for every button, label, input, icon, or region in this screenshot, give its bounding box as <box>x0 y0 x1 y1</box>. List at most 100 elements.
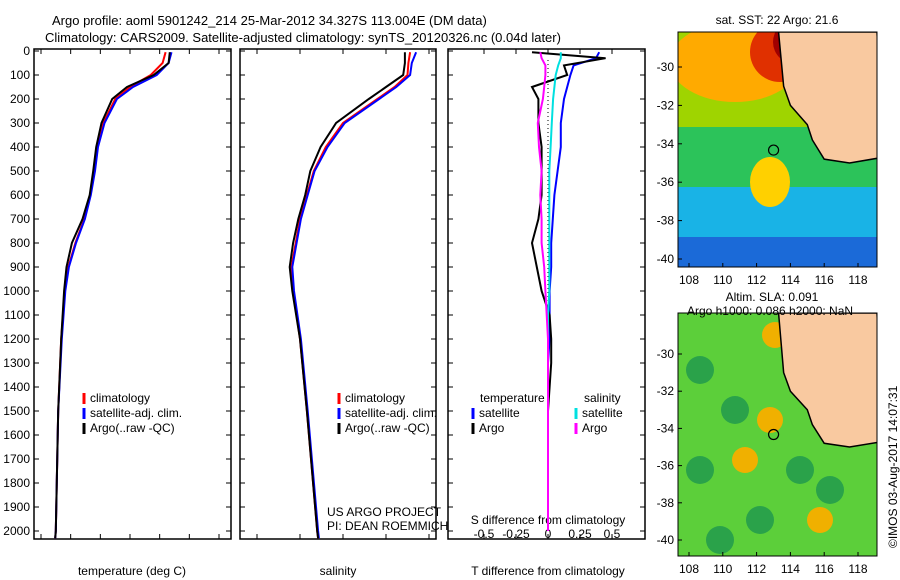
credit-text: ©IMOS 03-Aug-2017 14:07:31 <box>886 385 900 548</box>
x2-tick-label: 0.5 <box>604 527 621 541</box>
y-tick-label: 700 <box>10 212 30 226</box>
x-tick-label: 0 <box>545 0 552 3</box>
sla-blob <box>746 506 774 534</box>
salinity-line-2 <box>288 52 406 539</box>
sla-blob <box>721 396 749 424</box>
legend-label: climatology <box>345 391 405 405</box>
title-line-2: Climatology: CARS2009. Satellite-adjuste… <box>45 30 561 45</box>
sla-blob <box>757 407 783 433</box>
y-tick-label: 1100 <box>4 308 30 322</box>
y-tick-label: 1000 <box>3 284 30 298</box>
x2-tick-label: 0 <box>545 527 552 541</box>
land <box>777 32 877 164</box>
x-tick-label: 15 <box>123 0 137 3</box>
x-tick-label: 34.5 <box>288 0 312 3</box>
x-tick-label: 20 <box>153 0 167 3</box>
sla-blob <box>786 456 814 484</box>
y-tick-label: -40 <box>657 533 675 547</box>
x-axis-label: T difference from climatology <box>471 564 625 578</box>
y-tick-label: 400 <box>10 140 30 154</box>
x-tick-label: 114 <box>781 273 800 287</box>
x-tick-label: 110 <box>713 562 732 576</box>
x-tick-label: 118 <box>848 562 867 576</box>
y-tick-label: 1500 <box>3 404 30 418</box>
y-tick-label: -32 <box>657 98 675 112</box>
x-tick-label: 114 <box>781 562 800 576</box>
x-tick-label: 0 <box>38 0 45 3</box>
x-tick-label: 34 <box>250 0 264 3</box>
y-tick-label: -34 <box>657 421 675 435</box>
legend-label: climatology <box>90 391 150 405</box>
title-line-1: Argo profile: aoml 5901242_214 25-Mar-20… <box>52 13 487 28</box>
sla-blob <box>706 526 734 554</box>
y-tick-label: -34 <box>657 137 675 151</box>
x2-tick-label: -0.25 <box>502 527 530 541</box>
salinity-panel: 34 34.5 35 35.5 36 salinity climatologysatelli… <box>239 0 448 578</box>
sla-blob <box>816 476 844 504</box>
legend-label: satellite <box>479 406 520 420</box>
x-tick-label: 116 <box>815 273 834 287</box>
legend-label: Argo <box>582 421 608 435</box>
sla-blob <box>686 456 714 484</box>
legend-label: Argo <box>479 421 505 435</box>
x-tick-label: 108 <box>679 273 699 287</box>
x-tick-label: 116 <box>815 562 834 576</box>
y-tick-label: 600 <box>10 188 30 202</box>
y-tick-label: 1600 <box>3 428 30 442</box>
x-tick-label: 30 <box>212 0 226 3</box>
x-tick-label: 2 <box>609 0 616 3</box>
x-tick-label: -1 <box>511 0 522 3</box>
legend-label: satellite-adj. clim. <box>345 406 437 420</box>
y-tick-label: -32 <box>657 384 675 398</box>
x-tick-label: 5 <box>67 0 74 3</box>
argo-location-marker <box>767 144 780 156</box>
y-tick-label: 1900 <box>3 500 30 514</box>
x2-tick-label: -0.5 <box>474 527 495 541</box>
x-tick-label: 112 <box>747 562 766 576</box>
sst-map: 108 110 112 114 116 118 -30 -32 -34 -36 -38 -40 sat.… <box>657 13 878 287</box>
y-tick-label: 0 <box>23 44 30 58</box>
x-tick-label: 10 <box>94 0 108 3</box>
y-tick-label: -40 <box>657 252 675 266</box>
map-frame <box>677 31 878 268</box>
y-tick-label: -36 <box>657 175 675 189</box>
map-title: Altim. SLA: 0.091 <box>726 290 819 304</box>
y-tick-label: 800 <box>10 236 30 250</box>
map-field <box>678 313 877 556</box>
y-tick-label: 1400 <box>3 380 30 394</box>
legend-header: salinity <box>584 391 621 405</box>
x-tick-label: 112 <box>747 273 766 287</box>
legend-label: satellite-adj. clim. <box>90 406 182 420</box>
x-axis-label: salinity <box>320 564 357 578</box>
legend-label: Argo(..raw -QC) <box>345 421 430 435</box>
map-frame <box>677 312 878 557</box>
y-tick-label: 1200 <box>3 332 30 346</box>
y-tick-label: 1800 <box>3 476 30 490</box>
legend-header: temperature <box>480 391 545 405</box>
temperature-panel: 0100200300400500600700800900100011001200… <box>3 0 232 578</box>
y-tick-label: -38 <box>657 496 675 510</box>
annotation-line: PI: DEAN ROEMMICH <box>327 519 448 533</box>
y-tick-label: -30 <box>657 60 675 74</box>
sla-map: 108 110 112 114 116 118 -30 -32 -34 -36 -38 -40 Alti… <box>657 290 878 576</box>
map-field <box>678 32 877 267</box>
sla-blob <box>732 447 758 473</box>
y-tick-label: 500 <box>10 164 30 178</box>
x-tick-label: 108 <box>679 562 699 576</box>
x-tick-label: -2 <box>479 0 490 3</box>
temperature-line-2 <box>54 52 171 539</box>
difference-line-3 <box>536 51 549 531</box>
y-tick-label: 2000 <box>3 524 30 538</box>
y-tick-label: 1300 <box>3 356 30 370</box>
y-tick-label: 100 <box>10 68 30 82</box>
y-tick-label: -30 <box>657 347 675 361</box>
land <box>777 313 877 448</box>
difference-line-0 <box>547 51 601 531</box>
x-tick-label: 1 <box>577 0 584 3</box>
sst-warm <box>750 157 790 207</box>
x-tick-label: 35.5 <box>374 0 398 3</box>
x-tick-label: 25 <box>183 0 197 3</box>
x-tick-label: 35 <box>336 0 350 3</box>
